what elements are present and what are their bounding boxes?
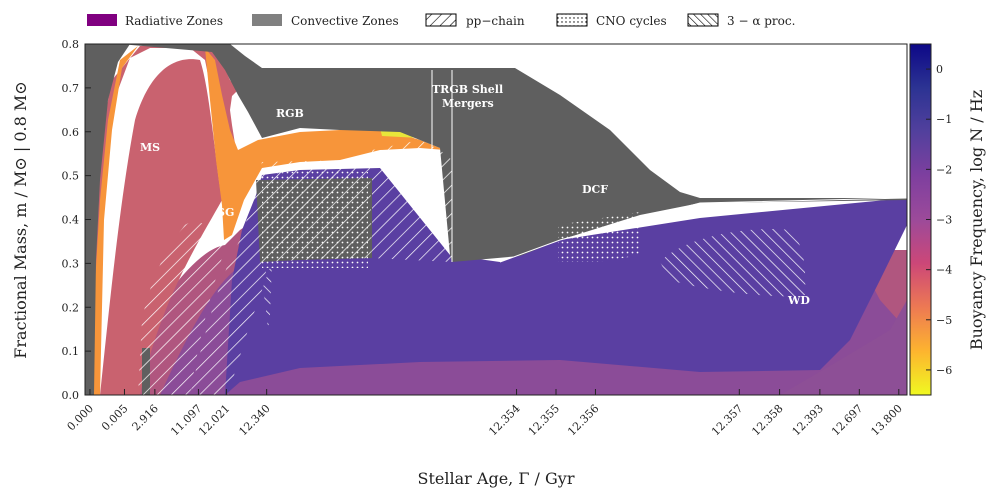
y-tick-label: 0.8	[62, 38, 80, 51]
region-ms-band	[88, 46, 240, 395]
y-tick-label: 0.7	[62, 82, 80, 95]
boundary-lines	[431, 70, 907, 263]
colorbar-tick-label: 0	[936, 63, 943, 76]
annotation-mergers: Mergers	[442, 97, 494, 110]
legend-swatch-3alpha	[687, 13, 719, 27]
colorbar-label: Buoyancy Frequency, log N / Hz	[967, 90, 986, 350]
x-tick-label: 12.355	[526, 402, 562, 438]
annotation-wd: WD	[787, 294, 810, 307]
y-tick-label: 0.5	[62, 170, 80, 183]
colorbar-tick-label: −1	[936, 113, 952, 126]
colorbar-tick-label: −5	[936, 314, 952, 327]
region-orange-fringe	[92, 46, 138, 395]
annotations: MS SG RGB TRGB Shell Mergers DCF WD	[140, 83, 810, 307]
x-tick-label: 12.358	[749, 402, 785, 438]
y-tick-label: 0.3	[62, 257, 80, 270]
x-tick-label: 12.356	[565, 402, 601, 438]
y-axis: 0.0 0.1 0.2 0.3 0.4 0.5 0.6 0.7 0.8	[62, 38, 91, 402]
legend-swatch-ppchain	[425, 13, 457, 27]
colorbar-tick-label: −6	[936, 364, 952, 377]
legend-label-3alpha: 3 − α proc.	[727, 14, 795, 28]
x-tick-label: 0.000	[65, 402, 96, 433]
annotation-ms: MS	[140, 141, 160, 154]
legend-swatch-cno	[556, 13, 588, 27]
annotation-dcf: DCF	[582, 183, 608, 196]
x-axis-label: Stellar Age, Γ / Gyr	[418, 469, 575, 488]
annotation-sg: SG	[217, 206, 234, 219]
colorbar-tick-label: −4	[936, 264, 952, 277]
region-ms-core	[100, 59, 222, 395]
x-tick-label: 12.393	[790, 402, 826, 438]
y-tick-label: 0.1	[62, 345, 80, 358]
legend-label-convective: Convective Zones	[291, 14, 399, 28]
region-3alpha-wd	[660, 229, 806, 297]
legend-swatch-radiative	[87, 14, 117, 26]
legend: Radiative Zones Convective Zones pp−chai…	[87, 13, 795, 28]
y-tick-label: 0.4	[62, 214, 80, 227]
legend-label-radiative: Radiative Zones	[125, 14, 223, 28]
x-tick-label: 0.005	[99, 402, 130, 433]
legend-label-ppchain: pp−chain	[466, 14, 525, 28]
y-tick-label: 0.2	[62, 301, 80, 314]
annotation-rgb: RGB	[276, 107, 304, 120]
x-tick-label: 12.340	[236, 402, 272, 438]
annotation-trgb: TRGB Shell	[432, 83, 503, 96]
region-convective-top	[120, 44, 907, 262]
y-tick-label: 0.6	[62, 126, 80, 139]
region-orange-band	[205, 48, 445, 240]
legend-label-cno: CNO cycles	[596, 14, 667, 28]
region-ppchain-trgb	[372, 140, 452, 262]
colorbar-tick-label: −3	[936, 214, 952, 227]
region-3alpha-thin	[262, 262, 272, 330]
x-tick-label: 12.357	[709, 402, 745, 438]
region-convective-left	[85, 44, 130, 395]
y-tick-label: 0.0	[62, 389, 80, 402]
x-tick-label: 12.697	[829, 402, 865, 438]
x-tick-label: 12.021	[196, 402, 232, 438]
region-ppchain-ms	[138, 221, 225, 395]
legend-swatch-convective	[252, 14, 282, 26]
x-tick-label: 13.800	[868, 402, 904, 438]
plot-regions	[85, 44, 907, 395]
x-tick-label: 2.916	[130, 402, 161, 433]
colorbar: 0 −1 −2 −3 −4 −5 −6	[909, 43, 952, 396]
region-wd-violet	[780, 300, 907, 395]
colorbar-tick-label: −2	[936, 163, 952, 176]
y-axis-label: Fractional Mass, m / M⊙ | 0.8 M⊙	[11, 81, 30, 358]
x-tick-label: 12.354	[486, 402, 522, 438]
region-cno-rgb	[262, 170, 368, 268]
